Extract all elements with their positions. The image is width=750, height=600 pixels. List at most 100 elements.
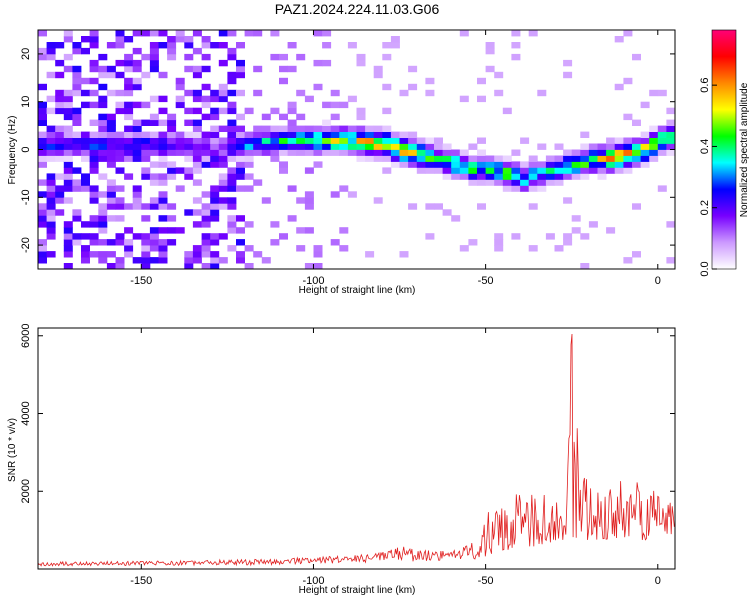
heatmap-cell	[571, 173, 581, 180]
heatmap-cell	[623, 113, 633, 121]
heatmap-cell	[63, 263, 73, 269]
heatmap-cell	[149, 95, 159, 103]
heatmap-cell	[167, 113, 177, 121]
heatmap-cell	[382, 42, 392, 49]
heatmap-cell	[425, 149, 435, 156]
heatmap-cell	[227, 215, 237, 222]
heatmap-cell	[81, 143, 90, 150]
heatmap-cell	[81, 47, 90, 55]
heatmap-cell	[606, 167, 616, 174]
heatmap-cell	[141, 245, 151, 252]
heatmap-cell	[210, 191, 220, 198]
heatmap-cell	[218, 173, 228, 180]
heatmap-cell	[563, 173, 573, 180]
heatmap-cell	[270, 143, 280, 150]
y-tick-label: -20	[20, 237, 32, 253]
heatmap-cell	[313, 149, 323, 156]
heatmap-cell	[175, 167, 185, 174]
heatmap-cell	[115, 89, 125, 97]
heatmap-cell	[623, 155, 633, 162]
heatmap-cell	[149, 113, 159, 121]
heatmap-cell	[502, 161, 512, 168]
heatmap-cell	[253, 131, 263, 138]
heatmap-cell	[115, 71, 125, 79]
heatmap-cell	[270, 239, 280, 246]
heatmap-cell	[63, 245, 73, 252]
heatmap-cell	[81, 251, 90, 258]
heatmap-cell	[330, 137, 340, 144]
heatmap-cell	[175, 77, 185, 85]
heatmap-cell	[322, 30, 332, 37]
heatmap-cell	[89, 36, 99, 43]
heatmap-cell	[167, 36, 177, 43]
heatmap-cell	[141, 101, 151, 109]
heatmap-cell	[468, 239, 478, 246]
heatmap-cell	[227, 245, 237, 252]
heatmap-cell	[98, 221, 108, 228]
heatmap-cell	[184, 119, 194, 126]
heatmap-cell	[218, 107, 228, 115]
heatmap-cell	[158, 95, 168, 103]
heatmap-cell	[201, 83, 211, 91]
heatmap-cell	[192, 30, 202, 37]
x-tick-label: -150	[130, 275, 152, 287]
heatmap-cell	[89, 30, 99, 37]
heatmap-cell	[98, 173, 108, 180]
heatmap-cell	[38, 245, 47, 252]
heatmap-cell	[477, 155, 486, 162]
heatmap-cell	[649, 143, 659, 150]
heatmap-cell	[511, 233, 521, 240]
heatmap-cell	[571, 155, 581, 162]
heatmap-cell	[485, 155, 495, 162]
heatmap-cell	[356, 137, 366, 144]
heatmap-cell	[115, 36, 125, 43]
heatmap-x-ticks: -150 -100 -50 0	[130, 30, 661, 287]
heatmap-cell	[175, 227, 185, 234]
heatmap-cell	[227, 131, 237, 138]
heatmap-cell	[459, 95, 469, 103]
heatmap-cell	[528, 173, 538, 180]
heatmap-cell	[356, 143, 366, 150]
heatmap-cell	[347, 149, 357, 156]
heatmap-cell	[494, 167, 504, 174]
heatmap-cell	[149, 143, 159, 150]
heatmap-cell	[72, 47, 82, 55]
heatmap-cell	[313, 131, 323, 138]
heatmap-cell	[236, 173, 245, 180]
heatmap-cell	[124, 149, 134, 156]
heatmap-cell	[666, 107, 675, 115]
heatmap-cell	[132, 47, 142, 55]
snr-x-axis-label: Height of straight line (km)	[299, 585, 416, 596]
heatmap-cell	[115, 203, 125, 210]
heatmap-cell	[408, 65, 418, 73]
heatmap-cell	[81, 221, 90, 228]
heatmap-cell	[261, 149, 271, 156]
heatmap-cell	[313, 143, 323, 150]
heatmap-cell	[46, 173, 56, 180]
heatmap-cell	[356, 107, 366, 115]
heatmap-cell	[201, 131, 211, 138]
heatmap-cell	[63, 197, 73, 204]
heatmap-cell	[528, 245, 538, 252]
heatmap-cell	[210, 149, 220, 156]
heatmap-cell	[210, 203, 220, 210]
heatmap-cell	[89, 167, 99, 174]
heatmap-cell	[408, 131, 418, 138]
heatmap-cell	[244, 149, 254, 156]
heatmap-cell	[81, 233, 90, 240]
heatmap-cell	[666, 149, 675, 156]
heatmap-cell	[38, 30, 47, 37]
snr-background	[38, 328, 675, 569]
heatmap-cell	[373, 149, 383, 156]
heatmap-cell	[184, 143, 194, 150]
heatmap-cell	[81, 149, 90, 156]
heatmap-cell	[537, 167, 547, 174]
heatmap-cell	[158, 30, 168, 37]
heatmap-cell	[253, 143, 263, 150]
heatmap-cell	[227, 227, 237, 234]
heatmap-cell	[640, 101, 650, 109]
heatmap-cell	[46, 221, 56, 228]
heatmap-cell	[149, 30, 159, 37]
heatmap-cell	[330, 239, 340, 246]
heatmap-cell	[614, 36, 624, 43]
